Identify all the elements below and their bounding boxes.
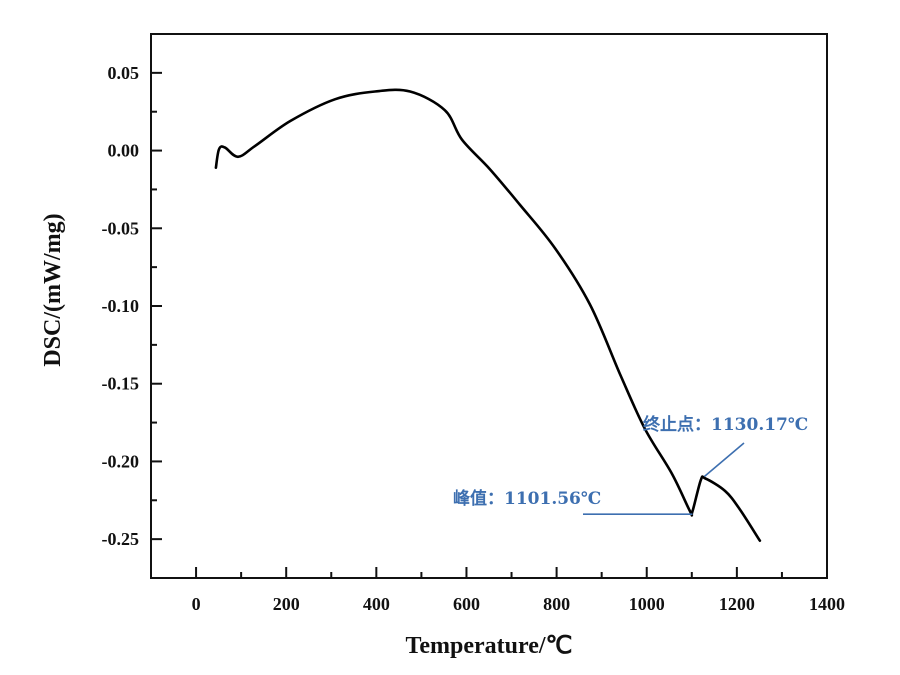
endpoint-leader-line xyxy=(703,442,745,478)
y-tick-label: 0.05 xyxy=(108,63,140,83)
x-tick-label: 600 xyxy=(453,594,480,614)
x-tick-label: 1000 xyxy=(629,594,665,614)
x-axis-title: Temperature/℃ xyxy=(406,633,573,659)
x-tick-label: 200 xyxy=(273,594,300,614)
y-tick-labels: 0.05 0.00 -0.05 -0.10 -0.15 -0.20 -0.25 xyxy=(102,63,140,549)
dsc-curve xyxy=(214,88,762,542)
y-tick-label: 0.00 xyxy=(108,141,140,161)
endpoint-annotation: 终止点：1130.17℃ xyxy=(643,414,808,435)
x-tick-labels: 0 200 400 600 800 1000 1200 1400 xyxy=(192,594,845,614)
peak-annotation: 峰值：1101.56℃ xyxy=(453,488,601,509)
y-tick-label: -0.10 xyxy=(102,296,140,316)
x-tick-label: 800 xyxy=(543,594,570,614)
plot-frame xyxy=(150,33,828,579)
y-tick-label: -0.25 xyxy=(102,529,140,549)
y-axis-title: DSC/(mW/mg) xyxy=(40,213,66,366)
y-tick-label: -0.05 xyxy=(102,218,140,238)
x-tick-label: 400 xyxy=(363,594,390,614)
y-tick-label: -0.20 xyxy=(102,451,140,471)
x-tick-label: 1200 xyxy=(719,594,755,614)
x-tick-label: 0 xyxy=(192,594,201,614)
x-tick-label: 1400 xyxy=(809,594,845,614)
y-tick-label: -0.15 xyxy=(102,374,140,394)
